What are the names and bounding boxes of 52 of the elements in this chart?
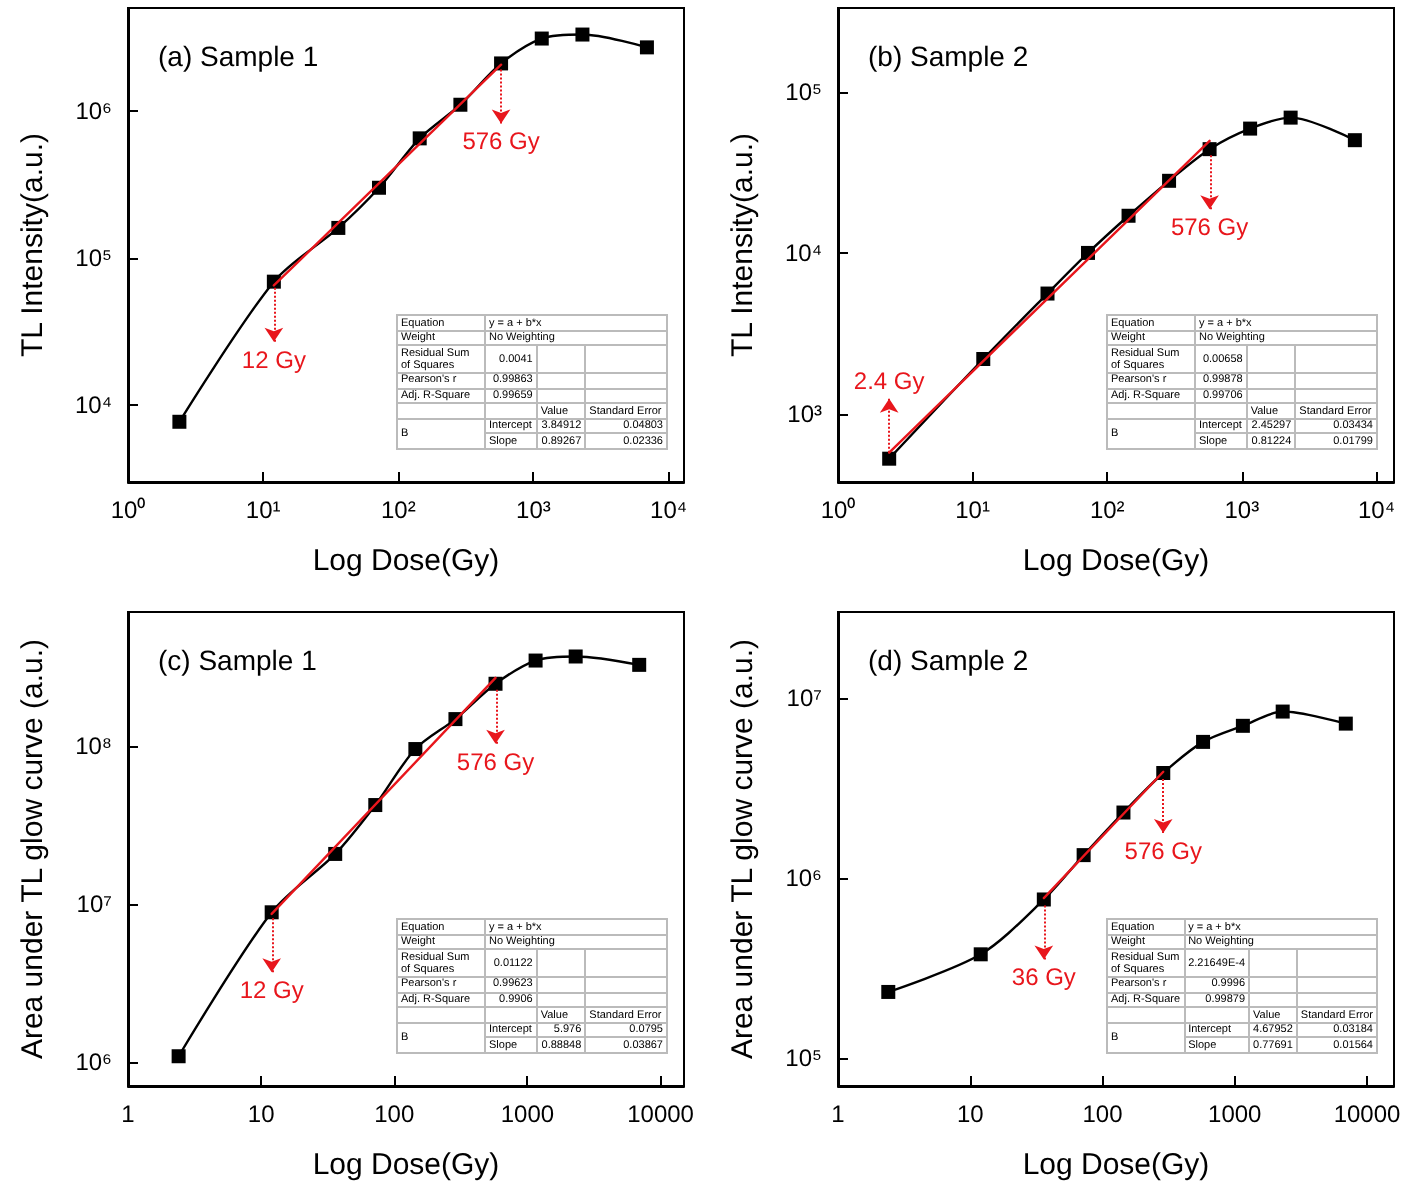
y-tick-label: 10⁸ (75, 731, 112, 760)
x-tick-label: 10000 (627, 1100, 695, 1128)
x-tick-label: 10² (1089, 496, 1125, 524)
annotation: 576 Gy (456, 747, 535, 776)
x-tick-label: 10² (380, 496, 416, 524)
y-tick-label: 10⁵ (75, 243, 113, 272)
annotation: 576 Gy (1170, 213, 1249, 242)
y-axis-title: TL Intensity(a.u.) (726, 133, 760, 357)
text: (b) Sample 2 (868, 40, 1029, 72)
text: (d) Sample 2 (868, 644, 1029, 676)
x-tick-label: 1000 (500, 1100, 555, 1128)
y-tick-label: 10⁶ (75, 1047, 113, 1076)
x-tick-label: 1 (121, 1100, 136, 1128)
y-tick-label: 10⁷ (76, 889, 112, 918)
x-axis-title: Log Dose(Gy) (1022, 544, 1210, 578)
y-tick-label: 10⁴ (784, 238, 822, 267)
x-tick-label: 10 (247, 1100, 276, 1128)
y-axis-title: Area under TL glow curve (a.u.) (726, 638, 760, 1060)
y-tick-label: 10⁴ (74, 391, 112, 420)
annotation: 576 Gy (462, 127, 540, 156)
x-tick-label: 10 (956, 1100, 985, 1128)
x-tick-label: 10000 (1333, 1100, 1402, 1128)
annotation: 576 Gy (1124, 836, 1202, 865)
y-tick-label: 10³ (787, 400, 823, 429)
x-axis-title: Log Dose(Gy) (312, 1148, 500, 1182)
annotation: 36 Gy (1011, 963, 1076, 992)
x-tick-label: 100 (374, 1100, 415, 1128)
y-tick-label: 10⁶ (75, 96, 113, 125)
x-tick-label: 10⁰ (110, 496, 146, 524)
x-tick-label: 10¹ (245, 496, 281, 524)
annotation: 2.4 Gy (853, 366, 925, 395)
y-tick-label: 10⁶ (785, 864, 823, 893)
x-tick-label: 1000 (1208, 1100, 1263, 1128)
annotation: 12 Gy (241, 345, 306, 374)
x-tick-label: 10⁰ (820, 496, 856, 524)
text: (a) Sample 1 (158, 40, 319, 72)
x-tick-label: 100 (1082, 1100, 1124, 1128)
x-tick-label: 10⁴ (1357, 496, 1395, 524)
x-tick-label: 1 (831, 1100, 846, 1128)
y-tick-label: 10⁵ (785, 77, 823, 106)
y-axis-title: Area under TL glow curve (a.u.) (16, 638, 50, 1060)
x-tick-label: 10⁴ (650, 496, 688, 524)
x-tick-label: 10¹ (955, 496, 990, 524)
annotation: 12 Gy (239, 976, 304, 1005)
y-axis-title: TL Intensity(a.u.) (16, 133, 50, 357)
x-axis-title: Log Dose(Gy) (1022, 1148, 1210, 1182)
x-tick-label: 10³ (516, 496, 551, 524)
text: (c) Sample 1 (158, 644, 318, 676)
x-tick-label: 10³ (1224, 496, 1260, 524)
y-tick-label: 10⁵ (785, 1044, 823, 1073)
y-tick-label: 10⁷ (786, 683, 822, 712)
x-axis-title: Log Dose(Gy) (312, 544, 500, 578)
